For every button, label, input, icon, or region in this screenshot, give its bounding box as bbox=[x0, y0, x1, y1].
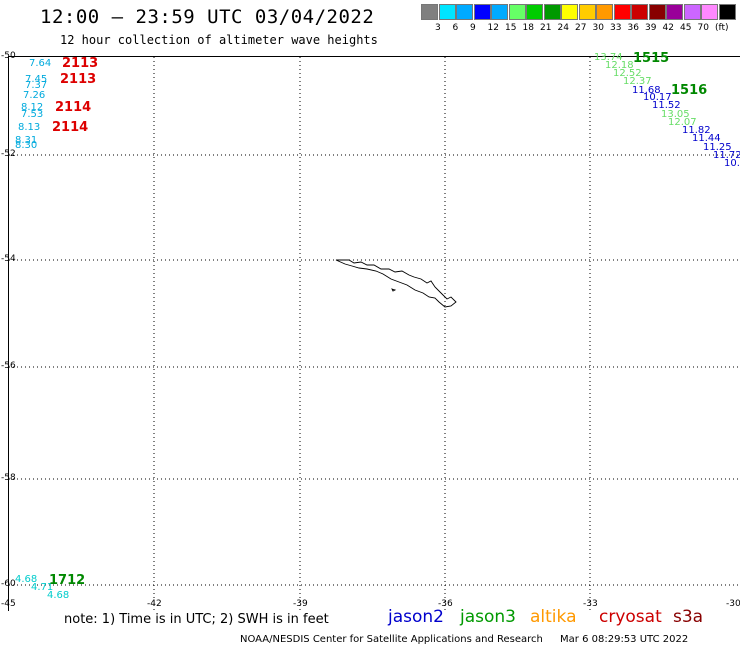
scale-swatch bbox=[543, 4, 561, 20]
lon-label: -33 bbox=[583, 599, 598, 609]
lat-label: -60 bbox=[1, 579, 16, 589]
scale-label: 24 bbox=[557, 23, 569, 33]
wave-height-value: 12.52 bbox=[613, 68, 642, 79]
legend-jason2: jason2 bbox=[388, 607, 444, 627]
wave-height-value: 11.25 bbox=[703, 142, 732, 153]
wave-height-value: 7.45 bbox=[25, 74, 48, 85]
scale-swatch bbox=[491, 4, 508, 20]
scale-label: 3 bbox=[435, 23, 441, 33]
wave-height-value: 11.68 bbox=[632, 85, 661, 96]
scale-label: 18 bbox=[522, 23, 534, 33]
scale-label: 45 bbox=[680, 23, 692, 33]
south-georgia-island bbox=[335, 259, 457, 308]
lat-label: -50 bbox=[1, 51, 16, 61]
wave-height-value: 12.18 bbox=[605, 60, 634, 71]
scale-label: 30 bbox=[592, 23, 604, 33]
lon-label: -30 bbox=[726, 599, 740, 609]
scale-swatch bbox=[421, 4, 438, 20]
wave-height-value: 11.82 bbox=[682, 125, 711, 136]
scale-swatch bbox=[683, 4, 701, 20]
scale-swatch bbox=[578, 4, 596, 20]
wave-height-value: 13.74 bbox=[594, 52, 623, 63]
scale-unit: (ft) bbox=[715, 23, 729, 33]
map-grid bbox=[9, 57, 740, 611]
wave-height-value: 7.37 bbox=[25, 80, 48, 91]
map-title: 12:00 – 23:59 UTC 03/04/2022 bbox=[40, 6, 375, 28]
scale-label: 9 bbox=[470, 23, 476, 33]
wave-height-value: 4.71 bbox=[31, 582, 54, 593]
scale-label: 39 bbox=[645, 23, 657, 33]
scale-swatch bbox=[666, 4, 683, 20]
wave-height-value: 7.64 bbox=[29, 58, 52, 69]
lon-label: -36 bbox=[438, 599, 453, 609]
map-panel[interactable]: -50 -52 -54 -56 -58 -60 -45 -42 -39 -36 … bbox=[1, 51, 740, 611]
scale-swatch bbox=[508, 4, 526, 20]
scale-swatch bbox=[456, 4, 473, 20]
wave-height-value: 12.37 bbox=[623, 76, 652, 87]
scale-swatch bbox=[701, 4, 718, 20]
scale-swatch bbox=[438, 4, 456, 20]
scale-swatch bbox=[648, 4, 666, 20]
pass-id: 2114 bbox=[52, 120, 89, 135]
wave-height-value: 8.30 bbox=[15, 140, 38, 151]
lat-label: -58 bbox=[1, 473, 16, 483]
lat-label: -56 bbox=[1, 361, 16, 371]
footer: NOAA/NESDIS Center for Satellite Applica… bbox=[240, 634, 688, 645]
legend-altika: altika bbox=[530, 607, 577, 627]
scale-label: 21 bbox=[540, 23, 552, 33]
scale-label: 70 bbox=[697, 23, 709, 33]
wave-height-color-scale: 3 6 9 12 15 18 21 24 27 30 33 36 39 42 45 70 (ft) bbox=[421, 4, 740, 42]
wave-height-value: 10. bbox=[724, 158, 740, 169]
wave-height-value: 12.07 bbox=[668, 117, 697, 128]
wave-height-value: 13.05 bbox=[661, 109, 690, 120]
wave-height-value: 7.53 bbox=[21, 109, 44, 120]
lon-label: -42 bbox=[147, 599, 162, 609]
pass-id: 1516 bbox=[671, 83, 708, 98]
scale-swatches bbox=[421, 4, 736, 20]
pass-id: 2113 bbox=[60, 72, 97, 87]
wave-height-value: 7.26 bbox=[23, 90, 46, 101]
pass-id: 2114 bbox=[55, 100, 92, 115]
wave-height-value: 8.31 bbox=[15, 135, 38, 146]
pass-id: 1712 bbox=[49, 573, 86, 588]
map-subtitle: 12 hour collection of altimeter wave hei… bbox=[60, 33, 378, 47]
wave-height-value: 4.68 bbox=[15, 574, 38, 585]
lon-label: -45 bbox=[1, 599, 16, 609]
legend-s3a: s3a bbox=[673, 607, 704, 627]
wave-height-value: 11.44 bbox=[692, 133, 721, 144]
pass-id: 1515 bbox=[633, 51, 670, 66]
scale-swatch bbox=[561, 4, 578, 20]
lon-label: -39 bbox=[293, 599, 308, 609]
scale-swatch bbox=[718, 4, 736, 20]
wave-height-value: 8.13 bbox=[18, 122, 41, 133]
wave-height-value: 11.52 bbox=[652, 100, 681, 111]
scale-label: 12 bbox=[487, 23, 499, 33]
lat-label: -52 bbox=[1, 149, 16, 159]
legend-jason3: jason3 bbox=[460, 607, 516, 627]
scale-label: 42 bbox=[662, 23, 674, 33]
legend-cryosat: cryosat bbox=[599, 607, 662, 627]
scale-label: 27 bbox=[575, 23, 587, 33]
footer-timestamp: Mar 6 08:29:53 UTC 2022 bbox=[560, 634, 689, 645]
scale-label: 36 bbox=[627, 23, 639, 33]
pass-id: 2113 bbox=[62, 56, 99, 71]
scale-label: 33 bbox=[610, 23, 622, 33]
wave-height-value: 8.12 bbox=[21, 102, 44, 113]
scale-swatch bbox=[596, 4, 613, 20]
wave-height-value: 4.68 bbox=[47, 590, 70, 601]
footer-agency: NOAA/NESDIS Center for Satellite Applica… bbox=[240, 634, 543, 645]
scale-swatch bbox=[613, 4, 631, 20]
scale-swatch bbox=[473, 4, 491, 20]
scale-label: 6 bbox=[452, 23, 459, 33]
scale-label: 15 bbox=[505, 23, 517, 33]
scale-swatch bbox=[631, 4, 648, 20]
scale-swatch bbox=[526, 4, 543, 20]
lat-label: -54 bbox=[1, 254, 16, 264]
wave-height-value: 10.17 bbox=[643, 92, 672, 103]
wave-height-value: 11.72 bbox=[713, 150, 740, 161]
map-note: note: 1) Time is in UTC; 2) SWH is in fe… bbox=[64, 612, 329, 627]
